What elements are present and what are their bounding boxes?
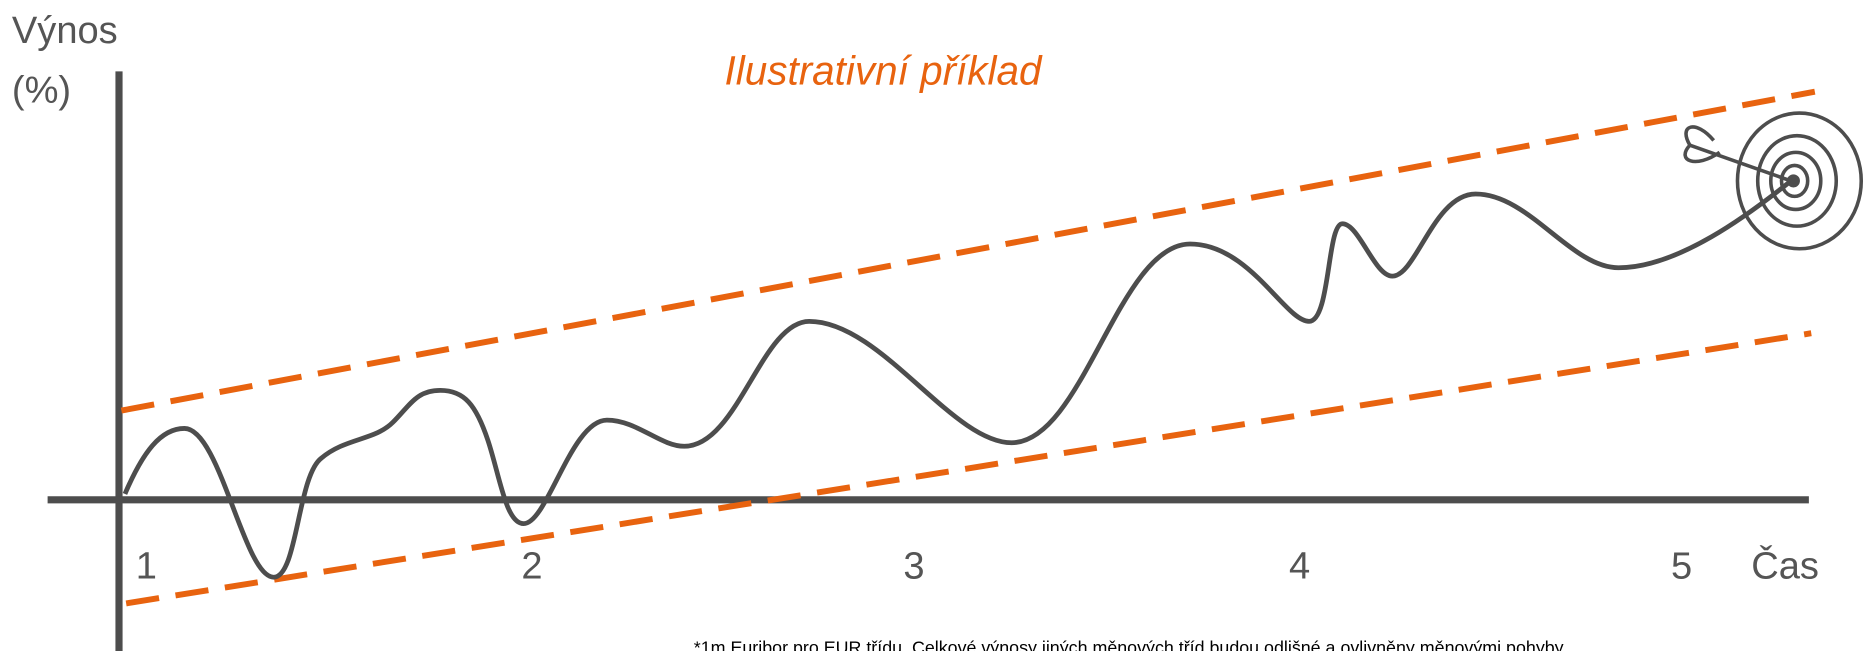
x-label: 3: [903, 545, 924, 587]
y-axis-label: Výnos: [12, 10, 118, 52]
upper-bound: [121, 92, 1814, 411]
diagram: Výnos (%) Ilustrativní příklad 1 2 3 4 5…: [0, 0, 1866, 651]
page: {"y_axis_label": ["Výnos", "(%)"], "titl…: [0, 0, 1866, 651]
x-label: 2: [521, 545, 542, 587]
target-icon: [1685, 113, 1861, 249]
lower-bound: [126, 333, 1811, 603]
x-axis-label: Čas: [1751, 543, 1819, 587]
x-label: 5: [1671, 545, 1692, 587]
x-label: 4: [1289, 545, 1310, 587]
x-label: 1: [136, 545, 157, 587]
y-axis-label: (%): [12, 69, 71, 111]
footnote: *1m Euribor pro EUR třídu. Celkové výnos…: [694, 637, 1567, 651]
title: Ilustrativní příklad: [725, 48, 1044, 94]
